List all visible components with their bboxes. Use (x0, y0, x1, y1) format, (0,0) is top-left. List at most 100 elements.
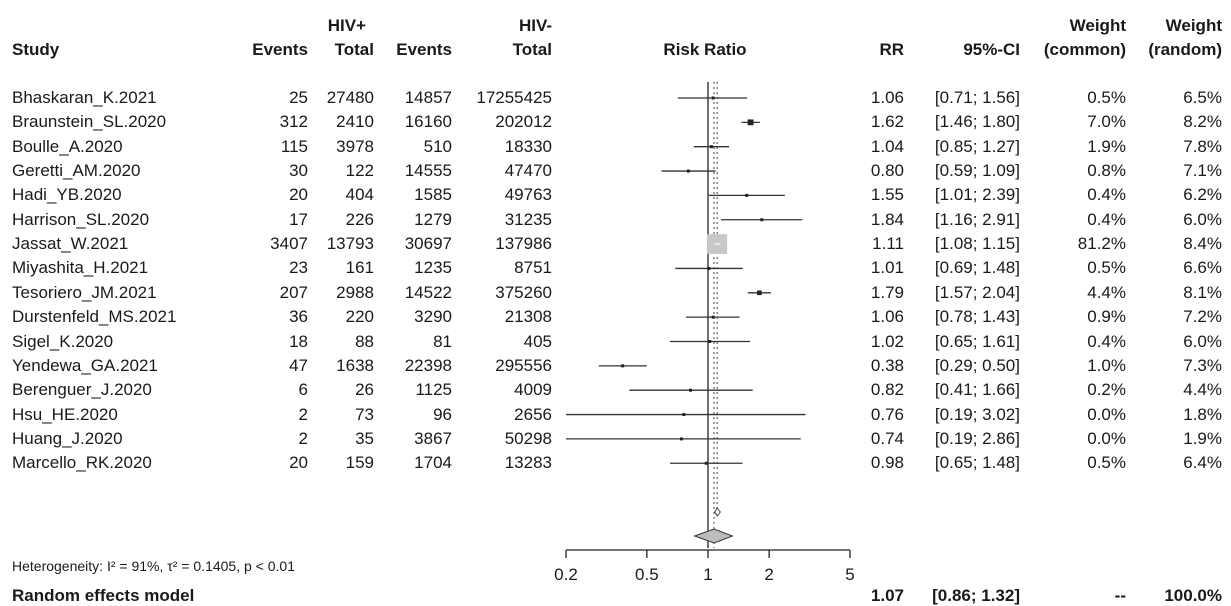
total-hivpos: 73 (355, 404, 374, 424)
events-hivpos: 25 (289, 88, 308, 107)
events-hivpos: 6 (298, 380, 308, 400)
effect-square (760, 218, 764, 222)
rr-value: 0.74 (870, 428, 904, 448)
study-name: Marcello_RK.2020 (12, 453, 152, 473)
weight-random: 1.9% (1183, 428, 1222, 448)
total-hivpos: 122 (345, 161, 374, 181)
total-hivneg: 4009 (514, 380, 552, 400)
ci-value: [0.78; 1.43] (934, 307, 1020, 327)
weight-common: 0.4% (1087, 209, 1126, 229)
events-hivpos: 23 (289, 258, 308, 278)
total-hivpos: 27480 (326, 88, 374, 107)
weight-common: 0.2% (1087, 380, 1126, 400)
header-total-neg: Total (512, 40, 552, 59)
ci-value: [1.57; 2.04] (934, 282, 1020, 302)
ci-value: [0.29; 0.50] (934, 355, 1020, 375)
weight-random: 7.2% (1183, 307, 1222, 327)
events-hivneg: 3290 (414, 307, 452, 327)
summary-weight-common: -- (1114, 586, 1126, 605)
weight-random: 8.1% (1183, 282, 1222, 302)
total-hivneg: 8751 (514, 258, 552, 278)
effect-square (704, 461, 708, 465)
weight-random: 1.8% (1183, 404, 1222, 424)
rr-value: 1.55 (870, 185, 904, 205)
heterogeneity-text: Heterogeneity: I² = 91%, τ² = 0.1405, p … (12, 558, 295, 574)
total-hivneg: 2656 (514, 404, 552, 424)
weight-common: 0.4% (1087, 331, 1126, 351)
study-name: Hadi_YB.2020 (12, 185, 122, 205)
events-hivpos: 47 (289, 355, 308, 375)
study-name: Boulle_A.2020 (12, 136, 123, 156)
ci-value: [0.41; 1.66] (934, 380, 1020, 400)
rr-value: 1.02 (870, 331, 904, 351)
header-random: (random) (1148, 40, 1222, 59)
ci-value: [1.01; 2.39] (934, 185, 1020, 205)
weight-random: 7.8% (1183, 136, 1222, 156)
total-hivpos: 159 (345, 453, 374, 473)
events-hivneg: 14857 (404, 88, 452, 107)
events-hivpos: 2 (298, 404, 308, 424)
weight-common: 0.5% (1087, 88, 1126, 107)
events-hivneg: 14555 (404, 161, 452, 181)
rr-value: 1.04 (870, 136, 904, 156)
events-hivneg: 1704 (414, 453, 452, 473)
weight-random: 6.5% (1183, 88, 1222, 107)
events-hivpos: 20 (289, 185, 308, 205)
weight-common: 0.0% (1087, 428, 1126, 448)
study-name: Sigel_K.2020 (12, 331, 114, 351)
effect-square (708, 340, 712, 343)
total-hivpos: 2410 (336, 112, 374, 132)
header-weight-random: Weight (1165, 16, 1222, 35)
study-name: Yendewa_GA.2021 (12, 355, 158, 375)
events-hivneg: 16160 (404, 112, 452, 132)
weight-random: 7.1% (1183, 161, 1222, 181)
weight-random: 6.0% (1183, 331, 1222, 351)
events-hivneg: 22398 (404, 355, 452, 375)
total-hivneg: 47470 (504, 161, 552, 181)
events-hivneg: 96 (433, 404, 452, 424)
events-hivpos: 312 (279, 112, 308, 132)
study-name: Huang_J.2020 (12, 428, 123, 448)
weight-common: 0.4% (1087, 185, 1126, 205)
header-hivneg: HIV- (518, 16, 552, 35)
header-risk-ratio: Risk Ratio (663, 40, 747, 59)
total-hivpos: 2988 (336, 282, 374, 302)
header-study: Study (12, 40, 60, 59)
weight-common: 1.9% (1087, 136, 1126, 156)
common-effect-diamond (714, 507, 721, 517)
weight-random: 4.4% (1183, 380, 1222, 400)
rr-value: 0.38 (870, 355, 904, 375)
ci-value: [0.65; 1.61] (934, 331, 1020, 351)
ci-value: [0.85; 1.27] (934, 136, 1020, 156)
weight-random: 8.4% (1183, 234, 1222, 254)
weight-common: 0.8% (1087, 161, 1126, 181)
rr-value: 1.06 (870, 88, 904, 107)
effect-square (707, 266, 711, 270)
events-hivpos: 30 (289, 161, 308, 181)
events-hivpos: 3407 (270, 234, 308, 254)
weight-common: 0.5% (1087, 453, 1126, 473)
rr-value: 1.06 (870, 307, 904, 327)
ci-value: [1.08; 1.15] (934, 234, 1020, 254)
total-hivpos: 220 (345, 307, 374, 327)
header-ci: 95%-CI (963, 40, 1020, 59)
events-hivpos: 18 (289, 331, 308, 351)
header-total-pos: Total (334, 40, 374, 59)
ci-value: [0.69; 1.48] (934, 258, 1020, 278)
ci-value: [0.19; 3.02] (934, 404, 1020, 424)
events-hivneg: 1125 (415, 380, 452, 400)
weight-common: 1.0% (1087, 355, 1126, 375)
rr-value: 1.62 (870, 112, 904, 132)
total-hivneg: 17255425 (476, 88, 552, 107)
events-hivpos: 20 (289, 453, 308, 473)
study-name: Berenguer_J.2020 (12, 380, 152, 400)
events-hivneg: 1585 (414, 185, 452, 205)
rr-value: 0.82 (870, 380, 904, 400)
weight-random: 6.4% (1183, 453, 1222, 473)
total-hivneg: 295556 (495, 355, 552, 375)
x-tick-label: 1 (703, 565, 712, 584)
total-hivpos: 226 (345, 209, 374, 229)
rr-value: 1.79 (870, 282, 904, 302)
study-name: Tesoriero_JM.2021 (12, 282, 157, 302)
summary-ci: [0.86; 1.32] (932, 586, 1020, 605)
